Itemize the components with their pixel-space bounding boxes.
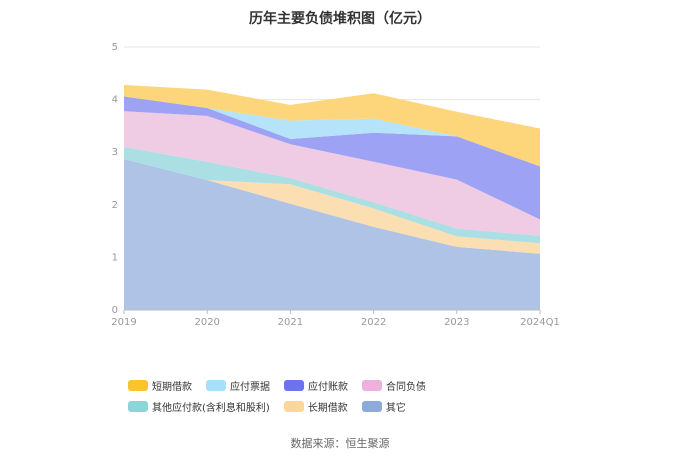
legend-label: 长期借款 [307,403,348,414]
legend-swatch [206,380,226,391]
legend-label: 应付账款 [308,382,348,393]
x-tick-label: 2020 [194,317,219,328]
y-tick-label: 5 [112,42,118,53]
legend-swatch [283,401,304,412]
legend-label: 其它 [385,403,406,414]
legend-swatch [128,380,148,391]
legend-swatch [361,401,382,412]
legend-item[interactable]: 应付账款 [284,378,348,393]
legend-label: 其他应付款(含利息和股利) [152,403,270,414]
data-source-note: 数据来源：恒生聚源 [290,437,390,450]
area-series-长期借款 [124,159,540,254]
area-series-其他应付款(含利息和股利) [124,146,540,244]
x-tick-label: 2023 [444,317,469,328]
x-tick-label: 2022 [361,317,386,328]
y-tick-label: 4 [112,95,118,106]
area-series-应付票据 [124,96,540,167]
legend-label: 短期借款 [152,382,192,393]
legend-label: 应付票据 [230,382,270,393]
legend-swatch [128,401,148,412]
legend-item[interactable]: 其它 [361,399,406,414]
area-series [124,84,540,310]
y-tick-label: 2 [112,200,118,211]
chart-title: 历年主要负债堆积图（亿元） [249,11,431,27]
x-tick-label: 2024Q1 [520,317,560,328]
legend-item[interactable]: 长期借款 [283,399,348,414]
y-tick-label: 1 [112,252,118,263]
area-series-应付账款 [124,96,540,220]
legend-item[interactable]: 应付票据 [206,378,270,393]
legend-swatch [284,380,304,391]
axes: 0 1 2 3 4 5 2019 2020 2021 2022 2023 2024Q1 [111,42,560,328]
area-series-短期借款 [124,84,540,167]
legend-swatch [362,380,382,391]
legend-item[interactable]: 其他应付款(含利息和股利) [128,399,270,414]
chart-legend: 短期借款 应付票据 应付账款 合同负债其他应付款(含利息和股利) 长期借款 其它 [128,378,568,414]
legend-label: 合同负债 [386,382,426,393]
area-series-合同负债 [124,111,540,236]
stacked-area-chart: 0 1 2 3 4 5 2019 2020 2021 2022 2023 2024Q1 [111,42,560,328]
legend-item[interactable]: 合同负债 [362,378,426,393]
y-tick-label: 0 [112,305,118,316]
x-tick-label: 2019 [111,317,136,328]
legend-item[interactable]: 短期借款 [128,378,192,393]
area-series-其它 [124,159,540,310]
x-tick-label: 2021 [278,317,303,328]
y-tick-label: 3 [112,147,118,158]
